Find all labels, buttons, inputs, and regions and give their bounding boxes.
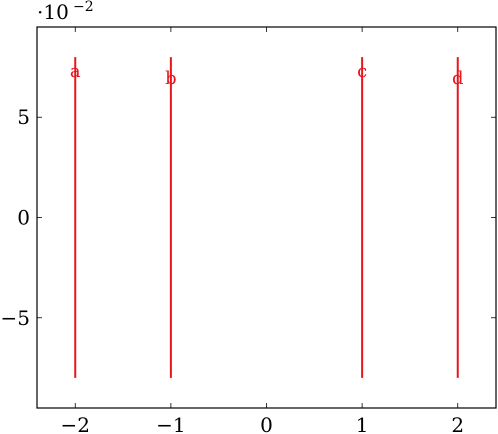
x-tick-label: 0 <box>260 413 273 434</box>
data-label-b: b <box>165 68 177 89</box>
x-ticks: −2 −1 0 1 2 <box>61 27 464 434</box>
x-tick-label: 1 <box>356 413 369 434</box>
x-tick-label: −2 <box>61 413 90 434</box>
data-label-a: a <box>70 61 81 82</box>
scale-base: ·10 <box>37 0 69 24</box>
y-ticks: −5 0 5 <box>1 105 496 330</box>
data-label-c: c <box>357 61 367 82</box>
scale-factor: ·10 −2 <box>37 0 94 24</box>
y-tick-label: 0 <box>17 206 30 230</box>
series-lines: a b c d <box>70 57 464 378</box>
scale-exponent: −2 <box>73 0 94 15</box>
y-tick-label: 5 <box>17 105 30 129</box>
x-tick-label: −1 <box>156 413 185 434</box>
plot-area <box>36 26 497 409</box>
y-tick-label: −5 <box>1 306 30 330</box>
data-label-d: d <box>452 68 464 89</box>
x-tick-label: 2 <box>451 413 464 434</box>
